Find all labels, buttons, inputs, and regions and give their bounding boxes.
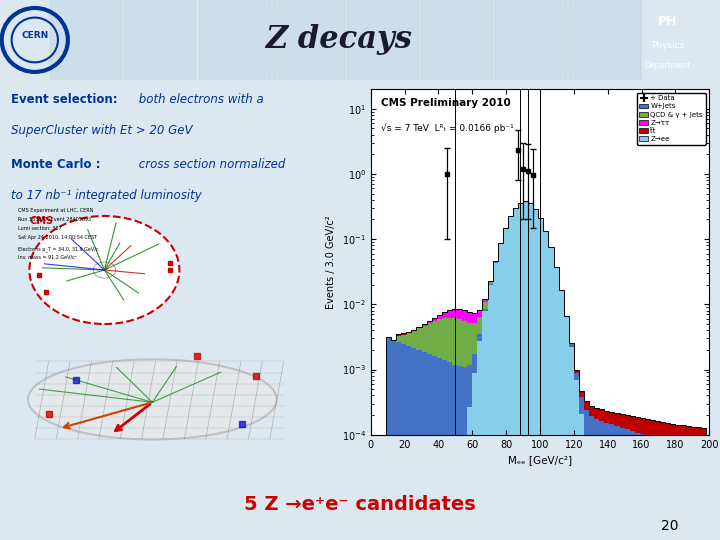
Bar xyxy=(346,0,418,80)
Text: Run 133877, Event 28405693: Run 133877, Event 28405693 xyxy=(18,217,91,222)
Ellipse shape xyxy=(28,359,276,440)
Circle shape xyxy=(93,262,116,278)
Text: PH: PH xyxy=(658,15,678,28)
Text: Monte Carlo :: Monte Carlo : xyxy=(11,158,100,171)
Text: Electrons p_T = 34.0, 31.9 GeV/c: Electrons p_T = 34.0, 31.9 GeV/c xyxy=(18,247,99,252)
Text: √s = 7 TeV  Lᴿₜ = 0.0166 pb⁻¹: √s = 7 TeV Lᴿₜ = 0.0166 pb⁻¹ xyxy=(381,124,513,133)
Text: CMS Preliminary 2010: CMS Preliminary 2010 xyxy=(381,98,510,108)
Text: Z decays: Z decays xyxy=(265,24,412,56)
Text: both electrons with a: both electrons with a xyxy=(135,93,264,106)
Text: Department: Department xyxy=(644,61,691,70)
Circle shape xyxy=(30,216,179,324)
Text: 20: 20 xyxy=(661,519,678,534)
Text: Physics: Physics xyxy=(651,41,685,50)
Bar xyxy=(125,0,197,80)
Bar xyxy=(50,0,122,80)
Bar xyxy=(199,0,271,80)
Text: CMS: CMS xyxy=(30,216,53,226)
X-axis label: Mₑₑ [GeV/c²]: Mₑₑ [GeV/c²] xyxy=(508,455,572,465)
Text: Sat Apr 24 2010, 14:00:54 CEST: Sat Apr 24 2010, 14:00:54 CEST xyxy=(18,235,97,240)
Bar xyxy=(569,0,641,80)
Text: 5 Z →e⁺e⁻ candidates: 5 Z →e⁺e⁻ candidates xyxy=(244,495,476,515)
Bar xyxy=(495,0,567,80)
Text: Inv. mass = 91.2 GeV/c²: Inv. mass = 91.2 GeV/c² xyxy=(18,254,77,259)
Y-axis label: Events / 3.0 GeV/c²: Events / 3.0 GeV/c² xyxy=(326,215,336,309)
Legend: + Data, W+Jets, QCD & γ + Jets, Z→ττ, t̅t, Z→ee: + Data, W+Jets, QCD & γ + Jets, Z→ττ, t̅… xyxy=(636,92,706,145)
Text: to 17 nb⁻¹ integrated luminosity: to 17 nb⁻¹ integrated luminosity xyxy=(11,189,202,202)
Text: CERN: CERN xyxy=(21,31,48,40)
Text: cross section normalized: cross section normalized xyxy=(135,158,285,171)
Text: SuperCluster with Et > 20 GeV: SuperCluster with Et > 20 GeV xyxy=(11,125,192,138)
Text: Event selection:: Event selection: xyxy=(11,93,117,106)
Bar xyxy=(273,0,345,80)
Bar xyxy=(420,0,492,80)
Text: CMS Experiment at LHC, CERN: CMS Experiment at LHC, CERN xyxy=(18,208,94,213)
Text: Lumi section: 387: Lumi section: 387 xyxy=(18,226,62,231)
